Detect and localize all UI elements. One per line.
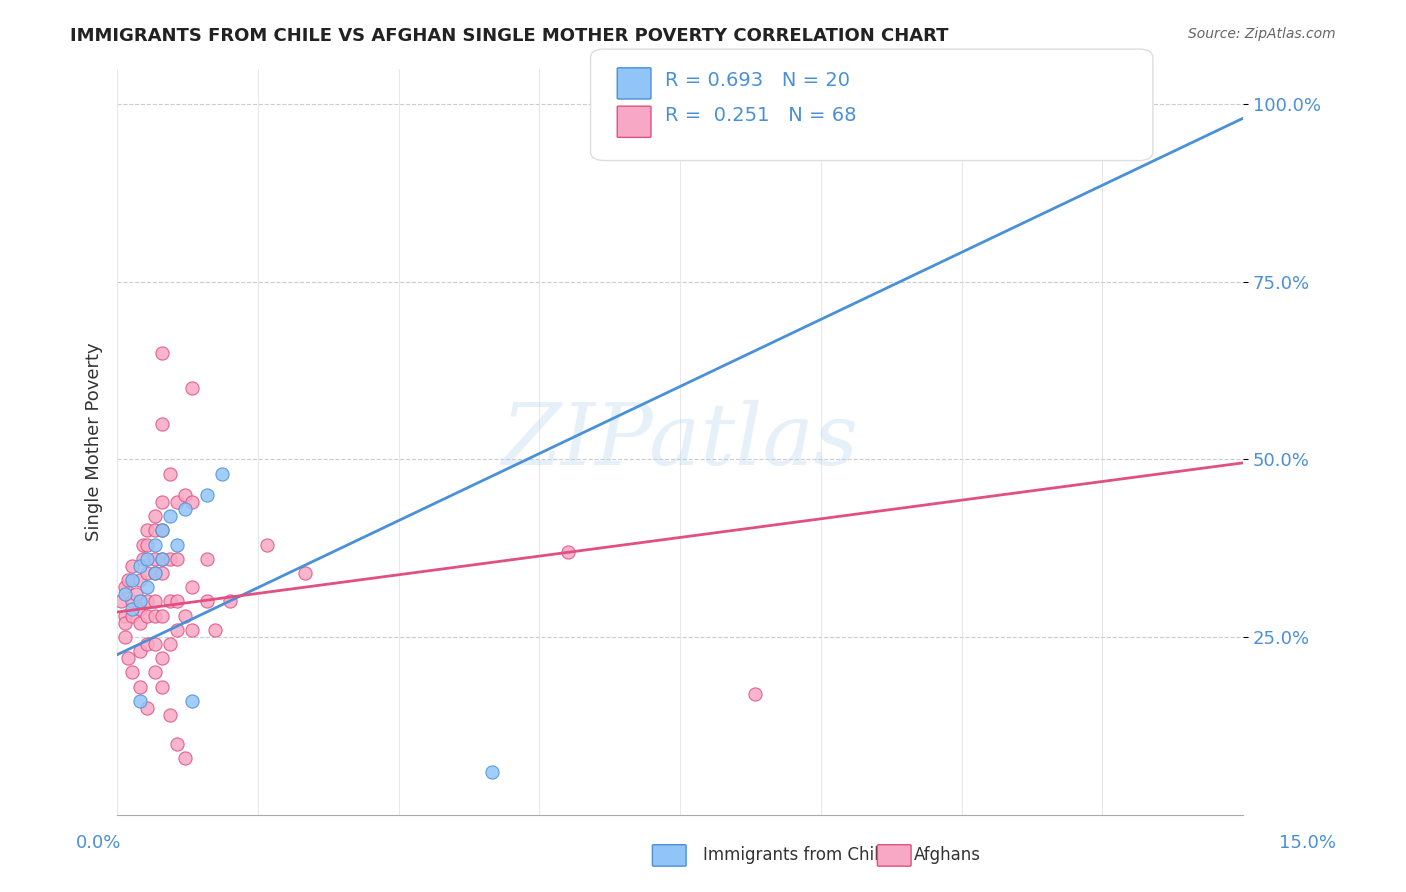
Point [136, 551, 159, 566]
Point [128, 558, 150, 573]
Point [143, 594, 166, 608]
Point [218, 594, 240, 608]
Point [143, 665, 166, 680]
Point [150, 566, 173, 580]
Point [481, 764, 503, 779]
Point [117, 651, 139, 665]
Point [136, 537, 159, 551]
Point [159, 509, 181, 524]
Point [150, 345, 173, 359]
Point [195, 594, 218, 608]
Point [143, 537, 166, 551]
Point [166, 737, 188, 751]
Point [150, 608, 173, 623]
Point [181, 694, 204, 708]
Point [110, 594, 132, 608]
Point [121, 573, 143, 587]
Point [121, 665, 143, 680]
Point [159, 467, 181, 481]
Point [136, 524, 159, 538]
Point [143, 509, 166, 524]
Point [136, 608, 159, 623]
Point [204, 623, 226, 637]
Point [150, 551, 173, 566]
Point [136, 594, 159, 608]
Point [181, 580, 204, 594]
Point [128, 594, 150, 608]
Point [128, 601, 150, 615]
Text: 0.0%: 0.0% [76, 834, 121, 852]
Point [181, 381, 204, 395]
Point [143, 551, 166, 566]
Point [121, 558, 143, 573]
Point [114, 608, 136, 623]
Point [166, 623, 188, 637]
Point [125, 587, 148, 601]
Text: 15.0%: 15.0% [1279, 834, 1336, 852]
Point [132, 537, 155, 551]
Point [143, 637, 166, 651]
Point [136, 637, 159, 651]
Point [150, 524, 173, 538]
Text: IMMIGRANTS FROM CHILE VS AFGHAN SINGLE MOTHER POVERTY CORRELATION CHART: IMMIGRANTS FROM CHILE VS AFGHAN SINGLE M… [70, 27, 949, 45]
Point [132, 551, 155, 566]
Point [294, 566, 316, 580]
Text: R = 0.693   N = 20: R = 0.693 N = 20 [665, 70, 851, 90]
Point [159, 594, 181, 608]
Point [195, 488, 218, 502]
Point [166, 594, 188, 608]
Point [1081, 112, 1104, 126]
Point [159, 551, 181, 566]
Point [143, 566, 166, 580]
Point [256, 537, 278, 551]
Point [114, 615, 136, 630]
Point [195, 551, 218, 566]
Point [121, 608, 143, 623]
Text: Afghans: Afghans [914, 846, 981, 863]
Point [114, 587, 136, 601]
Text: R =  0.251   N = 68: R = 0.251 N = 68 [665, 106, 856, 126]
Point [117, 573, 139, 587]
Point [150, 651, 173, 665]
Point [143, 566, 166, 580]
Point [121, 594, 143, 608]
Point [136, 566, 159, 580]
Point [181, 623, 204, 637]
Point [173, 608, 195, 623]
Point [128, 573, 150, 587]
Point [150, 417, 173, 431]
Point [150, 680, 173, 694]
Point [211, 467, 233, 481]
Point [128, 615, 150, 630]
Point [114, 630, 136, 644]
Point [181, 495, 204, 509]
Point [143, 524, 166, 538]
Point [128, 644, 150, 658]
Point [136, 580, 159, 594]
Y-axis label: Single Mother Poverty: Single Mother Poverty [86, 343, 103, 541]
Text: Immigrants from Chile: Immigrants from Chile [703, 846, 889, 863]
Point [114, 580, 136, 594]
Point [173, 502, 195, 516]
Point [744, 687, 766, 701]
Point [128, 680, 150, 694]
Point [150, 551, 173, 566]
Point [173, 488, 195, 502]
Point [150, 495, 173, 509]
Point [166, 495, 188, 509]
Point [143, 608, 166, 623]
Point [128, 694, 150, 708]
Point [166, 537, 188, 551]
Point [150, 524, 173, 538]
Point [159, 708, 181, 723]
Point [121, 601, 143, 615]
Point [136, 701, 159, 715]
Text: Source: ZipAtlas.com: Source: ZipAtlas.com [1188, 27, 1336, 41]
Point [166, 551, 188, 566]
Point [173, 750, 195, 764]
Point [159, 637, 181, 651]
Point [557, 544, 579, 558]
Text: ZIPatlas: ZIPatlas [502, 401, 859, 483]
